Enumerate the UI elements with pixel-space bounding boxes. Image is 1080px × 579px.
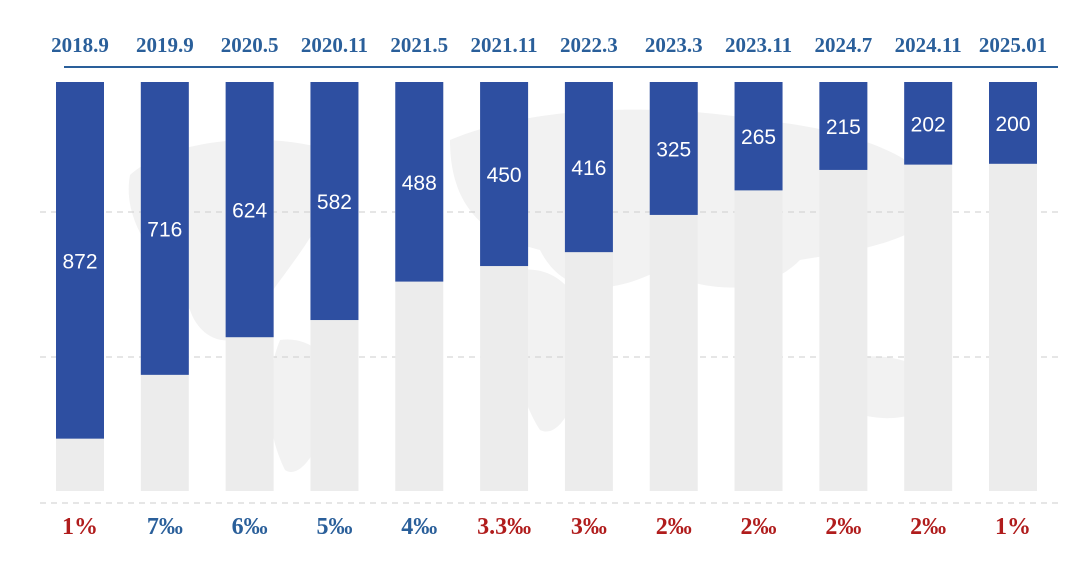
rate-label: 1% — [995, 514, 1031, 540]
rate-labels: 1% 7‰ 6‰ 5‰ 4‰ 3.3‰ 3‰ 2‰ 2‰ 2‰ 2‰ 1% — [62, 514, 1031, 540]
value-label: 716 — [147, 218, 182, 241]
bar — [649, 82, 698, 215]
value-label: 215 — [826, 116, 861, 139]
rate-label: 2‰ — [825, 514, 861, 540]
bar — [734, 82, 783, 191]
bar — [989, 82, 1037, 164]
date-labels: 2018.9 2019.9 2020.5 2020.11 2021.5 2021.11 20… — [51, 33, 1047, 57]
bar — [395, 82, 444, 282]
value-label: 872 — [62, 250, 97, 273]
value-label: 488 — [402, 172, 437, 195]
date-label: 2020.5 — [221, 33, 279, 57]
bars — [56, 82, 1037, 439]
rate-label: 3.3‰ — [477, 514, 531, 540]
rate-label: 6‰ — [232, 514, 268, 540]
date-label: 2024.11 — [895, 33, 962, 57]
rate-label: 4‰ — [401, 514, 437, 540]
rate-label: 5‰ — [316, 514, 352, 540]
value-label: 325 — [656, 138, 691, 161]
date-label: 2024.7 — [814, 33, 872, 57]
bar — [564, 82, 613, 253]
rate-label: 2‰ — [910, 514, 946, 540]
bar — [140, 82, 189, 375]
date-label: 2019.9 — [136, 33, 194, 57]
bar — [225, 82, 274, 338]
gridlines — [40, 211, 1060, 504]
value-label: 582 — [317, 191, 352, 214]
bar — [56, 82, 104, 439]
value-label: 624 — [232, 200, 267, 223]
value-label: 200 — [995, 113, 1030, 136]
date-label: 2020.11 — [301, 33, 368, 57]
value-label: 416 — [571, 157, 606, 180]
bar — [310, 82, 359, 321]
date-label: 2018.9 — [51, 33, 109, 57]
rate-label: 1% — [62, 514, 98, 540]
date-label: 2023.3 — [645, 33, 703, 57]
rate-label: 3‰ — [571, 514, 607, 540]
rate-label: 2‰ — [656, 514, 692, 540]
date-label: 2021.11 — [471, 33, 538, 57]
bar — [819, 82, 868, 170]
date-label: 2021.5 — [390, 33, 448, 57]
rate-label: 7‰ — [147, 514, 183, 540]
value-label: 450 — [487, 164, 522, 187]
value-label: 202 — [911, 113, 946, 136]
bar — [480, 82, 529, 267]
value-label: 265 — [741, 126, 776, 149]
date-label: 2025.01 — [979, 33, 1047, 57]
date-label: 2023.11 — [725, 33, 792, 57]
value-labels: 872 716 624 582 488 450 416 325 265 215 202 200 — [62, 113, 1030, 273]
bar — [904, 82, 953, 165]
date-label: 2022.3 — [560, 33, 618, 57]
rate-label: 2‰ — [741, 514, 777, 540]
